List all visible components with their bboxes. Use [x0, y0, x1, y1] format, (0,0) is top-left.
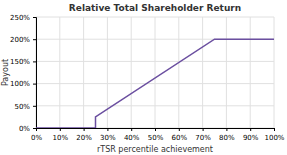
x-tick-label: 50% — [148, 134, 164, 142]
y-tick: 250% — [10, 14, 36, 22]
x-tick-mark — [203, 128, 204, 131]
grid-line-y — [36, 61, 274, 62]
chart: 0% 10% 20% 30% 40% 50% 60% 70% 80% 90% 100% 0% 50% 10… — [0, 0, 287, 155]
grid-line-x — [178, 17, 179, 128]
y-tick-mark — [33, 61, 36, 62]
y-axis-title: Payout — [1, 59, 10, 86]
grid-line-x — [83, 17, 84, 128]
grid-line-y — [36, 83, 274, 84]
y-tick-mark — [33, 17, 36, 18]
x-tick-label: 90% — [243, 134, 259, 142]
x-tick-label: 0% — [31, 134, 42, 142]
x-tick-mark — [60, 128, 61, 131]
x-tick: 0% — [31, 128, 42, 142]
x-tick-label: 100% — [264, 134, 284, 142]
y-tick: 100% — [10, 80, 36, 88]
x-tick-mark — [107, 128, 108, 131]
x-tick-mark — [84, 128, 85, 131]
y-tick-mark — [33, 128, 36, 129]
grid-line-x — [274, 17, 275, 128]
x-tick: 80% — [219, 128, 235, 142]
y-tick-label: 100% — [10, 80, 30, 88]
x-axis-line — [37, 129, 275, 132]
x-tick: 30% — [100, 128, 116, 142]
y-axis: 0% 50% 100% 150% 200% 250% — [10, 14, 37, 133]
x-axis-title: rTSR percentile achievement — [97, 145, 213, 154]
y-tick-mark — [33, 106, 36, 107]
x-tick-label: 60% — [172, 134, 188, 142]
grid-line-x — [250, 17, 251, 128]
x-tick-label: 20% — [76, 134, 92, 142]
x-tick-label: 80% — [219, 134, 235, 142]
x-tick: 50% — [148, 128, 164, 142]
y-tick-label: 0% — [19, 125, 30, 133]
x-tick-label: 30% — [100, 134, 116, 142]
x-tick-mark — [179, 128, 180, 131]
x-tick-label: 40% — [124, 134, 140, 142]
y-tick: 50% — [14, 103, 36, 111]
grid-line-x — [59, 17, 60, 128]
x-tick-label: 70% — [195, 134, 211, 142]
plot: 0% 10% 20% 30% 40% 50% 60% 70% 80% 90% 100% 0% 50% 10… — [10, 14, 285, 143]
grid-line-x — [202, 17, 203, 128]
grid-line-y — [36, 105, 274, 106]
y-tick-label: 150% — [10, 58, 30, 66]
x-tick-label: 10% — [53, 134, 69, 142]
y-tick-label: 200% — [10, 36, 30, 44]
x-tick: 40% — [124, 128, 140, 142]
x-tick-mark — [274, 128, 275, 131]
line — [36, 39, 274, 128]
x-tick: 10% — [53, 128, 69, 142]
y-tick-mark — [33, 39, 36, 40]
grid-line-x — [107, 17, 108, 128]
y-tick: 0% — [19, 125, 36, 133]
grid-line-y — [36, 17, 274, 18]
x-tick-mark — [131, 128, 132, 131]
x-tick: 70% — [195, 128, 211, 142]
x-tick-mark — [250, 128, 251, 131]
x-tick: 90% — [243, 128, 259, 142]
x-tick: 60% — [172, 128, 188, 142]
grid-line-x — [131, 17, 132, 128]
x-tick: 100% — [264, 128, 284, 142]
y-tick-label: 50% — [14, 103, 30, 111]
x-tick: 20% — [76, 128, 92, 142]
y-tick: 200% — [10, 36, 36, 44]
x-tick-mark — [155, 128, 156, 131]
y-tick: 150% — [10, 58, 36, 66]
marks — [36, 39, 274, 128]
grid-line-x — [226, 17, 227, 128]
y-axis-line — [33, 18, 37, 129]
y-tick-mark — [33, 84, 36, 85]
title: Relative Total Shareholder Return — [69, 3, 241, 13]
x-axis: 0% 10% 20% 30% 40% 50% 60% 70% 80% 90% 100% — [31, 128, 285, 142]
grid-line-x — [155, 17, 156, 128]
y-tick-label: 250% — [10, 14, 30, 22]
x-tick-mark — [226, 128, 227, 131]
grid — [36, 17, 274, 128]
